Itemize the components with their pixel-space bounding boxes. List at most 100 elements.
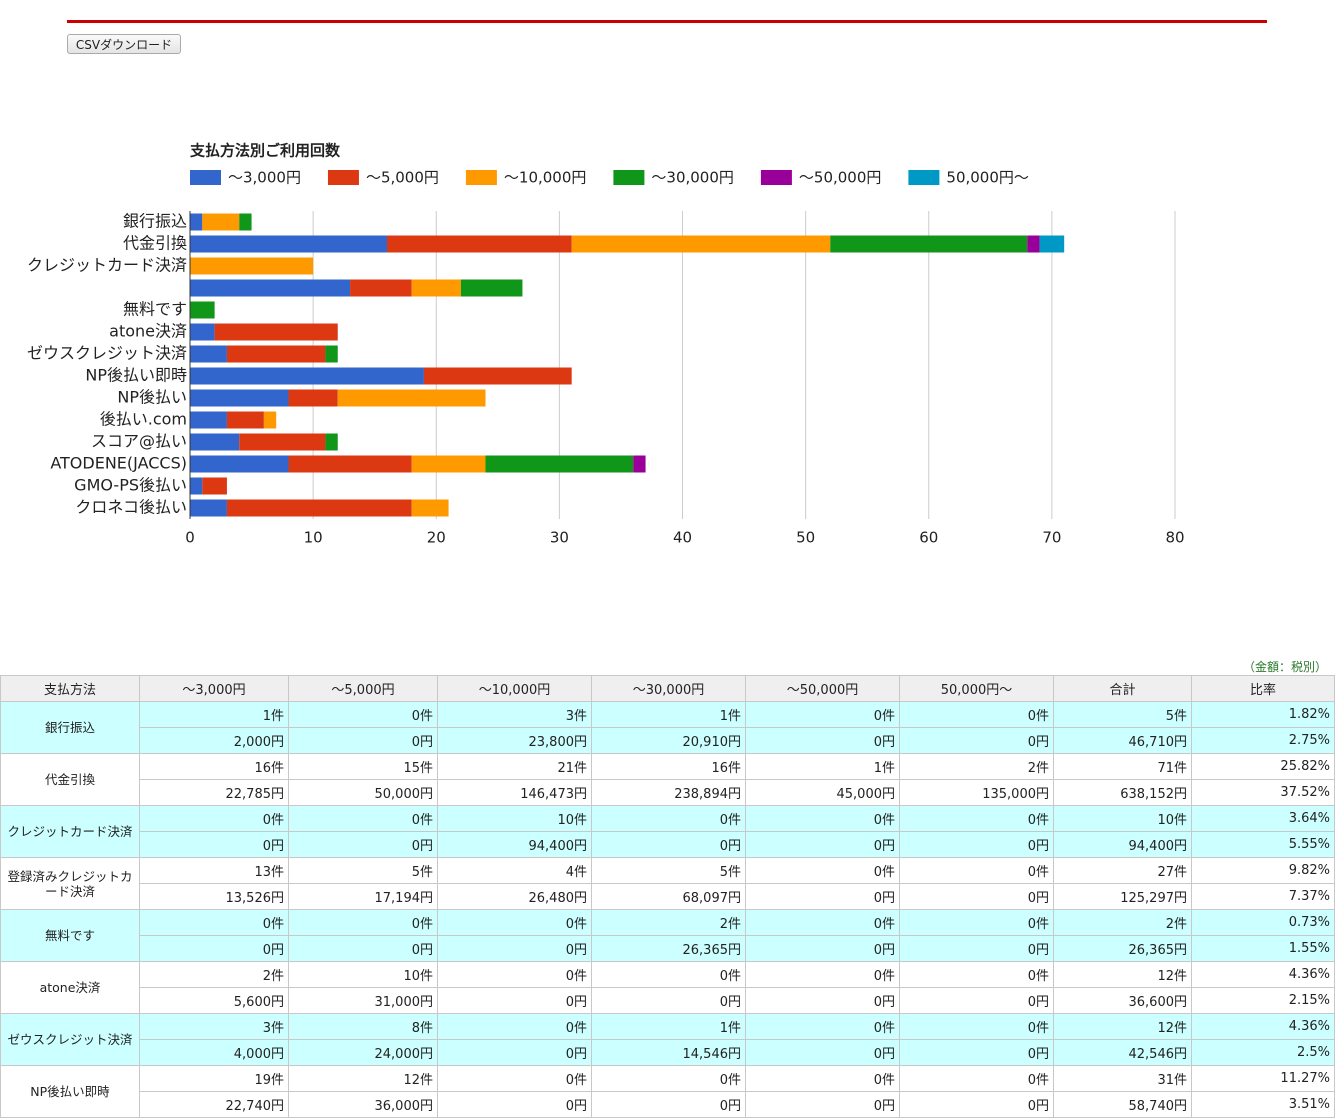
count-cell: 0件 — [899, 701, 1054, 728]
y-tick-label: 銀行振込 — [123, 212, 187, 231]
count-cell: 25.82% — [1191, 753, 1335, 780]
amount-cell: 0円 — [745, 987, 900, 1014]
bar-segment — [190, 323, 215, 341]
count-cell: 0件 — [139, 909, 289, 936]
x-tick-label: 30 — [550, 529, 569, 547]
count-cell: 8件 — [288, 1013, 438, 1040]
legend-label: 50,000円～ — [946, 169, 1029, 187]
table-row: 0円 0円 94,400円 0円 0円 0円 94,400円 5.55% — [1, 831, 1335, 858]
legend-label: ～30,000円 — [651, 169, 734, 187]
bar-segment — [190, 455, 289, 473]
amount-cell: 1.55% — [1191, 935, 1335, 962]
count-cell: 0件 — [745, 701, 900, 728]
table-row: 2,000円 0円 23,800円 20,910円 0円 0円 46,710円 2.75% — [1, 727, 1335, 754]
header-cell: 合計 — [1053, 675, 1192, 702]
csv-download-button[interactable]: CSVダウンロード — [67, 34, 181, 54]
amount-cell: 0円 — [745, 727, 900, 754]
count-cell: 0件 — [288, 805, 438, 832]
table-row: 4,000円 24,000円 0円 14,546円 0円 0円 42,546円 2.5% — [1, 1039, 1335, 1066]
count-cell: 4.36% — [1191, 961, 1335, 988]
bar-segment — [411, 499, 449, 517]
header-cell: 50,000円～ — [899, 675, 1054, 702]
count-cell: 1件 — [139, 701, 289, 728]
bar-segment — [190, 367, 424, 385]
count-cell: 4件 — [437, 857, 592, 884]
table-row: 無料です 0件 0件 0件 2件 0件 0件 2件 0.73% — [0, 909, 1335, 962]
method-cell: 登録済みクレジットカード決済 — [0, 857, 140, 910]
bar-segment — [190, 389, 289, 407]
bar-segment — [190, 279, 351, 297]
amount-cell: 238,894円 — [591, 779, 746, 806]
y-tick-label: クレジットカード決済 — [27, 256, 187, 275]
count-cell: 21件 — [437, 753, 592, 780]
y-tick-label: atone決済 — [109, 322, 187, 341]
count-cell: 0件 — [139, 805, 289, 832]
amount-cell: 0円 — [899, 883, 1054, 910]
count-cell: 9.82% — [1191, 857, 1335, 884]
amount-cell: 0円 — [591, 1091, 746, 1118]
y-tick-label: NP後払い — [117, 388, 187, 407]
amount-cell: 0円 — [899, 831, 1054, 858]
amount-cell: 0円 — [745, 935, 900, 962]
amount-cell: 42,546円 — [1053, 1039, 1192, 1066]
table-row: 銀行振込 1件 0件 3件 1件 0件 0件 5件 1.82% — [0, 701, 1335, 754]
count-cell: 5件 — [591, 857, 746, 884]
amount-cell: 68,097円 — [591, 883, 746, 910]
legend-label: ～3,000円 — [228, 169, 301, 187]
legend-swatch — [327, 170, 359, 185]
amount-cell: 125,297円 — [1053, 883, 1192, 910]
amount-cell: 0円 — [437, 1091, 592, 1118]
amount-cell: 0円 — [899, 987, 1054, 1014]
header-cell: ～50,000円 — [745, 675, 900, 702]
table-row: 0円 0円 0円 26,365円 0円 0円 26,365円 1.55% — [1, 935, 1335, 962]
table-row: 登録済みクレジットカード決済 13件 5件 4件 5件 0件 0件 27件 9.82% — [0, 857, 1335, 910]
bar-segment — [263, 411, 277, 429]
count-cell: 3.64% — [1191, 805, 1335, 832]
legend-swatch — [760, 170, 792, 185]
count-cell: 0件 — [288, 909, 438, 936]
header-cell: ～5,000円 — [288, 675, 438, 702]
amount-cell: 0円 — [591, 831, 746, 858]
count-cell: 0件 — [899, 1013, 1054, 1040]
bar-segment — [325, 345, 338, 363]
amount-cell: 0円 — [591, 987, 746, 1014]
y-tick-label: クロネコ後払い — [75, 498, 187, 517]
chart-title: 支払方法別ご利用回数 — [189, 142, 341, 160]
amount-cell: 13,526円 — [139, 883, 289, 910]
amount-cell: 0円 — [745, 1039, 900, 1066]
table-row: 5,600円 31,000円 0円 0円 0円 0円 36,600円 2.15% — [1, 987, 1335, 1014]
amount-cell: 146,473円 — [437, 779, 592, 806]
bar-segment — [633, 455, 646, 473]
bar-segment — [190, 235, 387, 253]
bar-segment — [485, 455, 634, 473]
table-row: クレジットカード決済 0件 0件 10件 0件 0件 0件 10件 3.64% — [0, 805, 1335, 858]
count-cell: 1件 — [591, 1013, 746, 1040]
amount-cell: 0円 — [288, 935, 438, 962]
bar-segment — [411, 279, 461, 297]
summary-table: 支払方法 ～3,000円 ～5,000円 ～10,000円 ～30,000円 ～50,00… — [0, 675, 1335, 1118]
table-row: ゼウスクレジット決済 3件 8件 0件 1件 0件 0件 12件 4.36% — [0, 1013, 1335, 1066]
y-tick-label: ATODENE(JACCS) — [50, 454, 187, 473]
count-cell: 0件 — [288, 701, 438, 728]
amount-cell: 0円 — [288, 831, 438, 858]
method-cell: atone決済 — [0, 961, 140, 1014]
bar-segment — [337, 389, 486, 407]
count-cell: 0件 — [899, 909, 1054, 936]
amount-cell: 58,740円 — [1053, 1091, 1192, 1118]
count-cell: 1件 — [591, 701, 746, 728]
amount-cell: 37.52% — [1191, 779, 1335, 806]
count-cell: 0件 — [745, 805, 900, 832]
amount-cell: 4,000円 — [139, 1039, 289, 1066]
table-row: 代金引換 16件 15件 21件 16件 1件 2件 71件 25.82% — [0, 753, 1335, 806]
count-cell: 1件 — [745, 753, 900, 780]
header-rule — [67, 20, 1267, 23]
x-tick-label: 70 — [1042, 529, 1061, 547]
bar-segment — [571, 235, 831, 253]
table-row: NP後払い即時 19件 12件 0件 0件 0件 0件 31件 11.27% — [0, 1065, 1335, 1118]
y-tick-label: ゼウスクレジット決済 — [27, 344, 187, 363]
count-cell: 10件 — [288, 961, 438, 988]
amount-cell: 0円 — [745, 1091, 900, 1118]
table-row: atone決済 2件 10件 0件 0件 0件 0件 12件 4.36% — [0, 961, 1335, 1014]
amount-cell: 94,400円 — [1053, 831, 1192, 858]
amount-cell: 45,000円 — [745, 779, 900, 806]
